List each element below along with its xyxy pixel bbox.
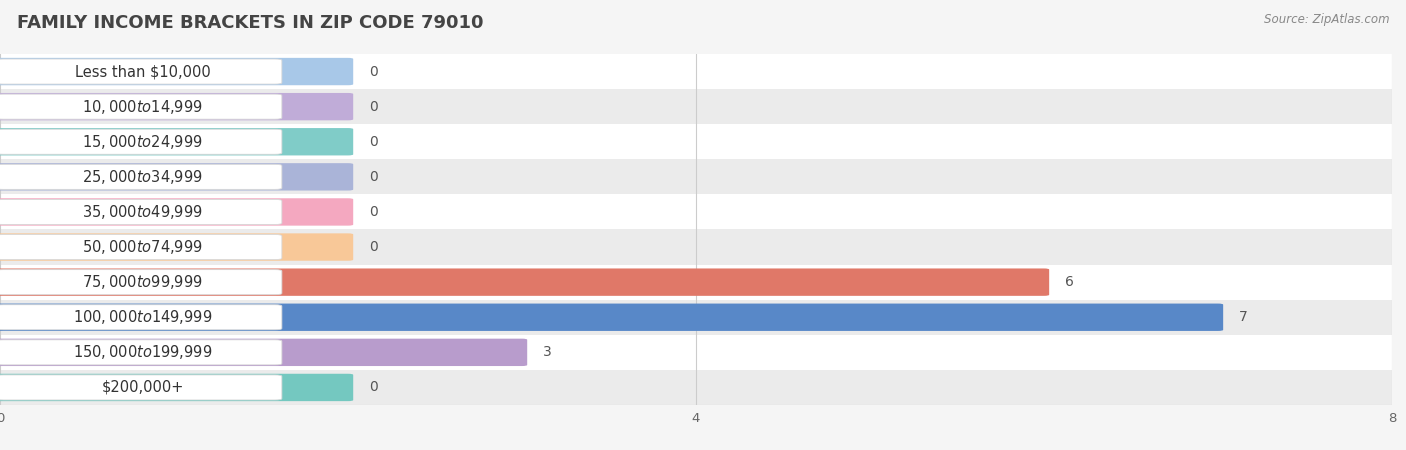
FancyBboxPatch shape bbox=[0, 370, 1392, 405]
FancyBboxPatch shape bbox=[0, 270, 281, 295]
Text: $50,000 to $74,999: $50,000 to $74,999 bbox=[83, 238, 202, 256]
FancyBboxPatch shape bbox=[0, 335, 1392, 370]
Text: $150,000 to $199,999: $150,000 to $199,999 bbox=[73, 343, 212, 361]
Text: 0: 0 bbox=[368, 64, 378, 79]
FancyBboxPatch shape bbox=[0, 339, 527, 366]
FancyBboxPatch shape bbox=[0, 304, 1223, 331]
Text: FAMILY INCOME BRACKETS IN ZIP CODE 79010: FAMILY INCOME BRACKETS IN ZIP CODE 79010 bbox=[17, 14, 484, 32]
FancyBboxPatch shape bbox=[0, 59, 281, 84]
FancyBboxPatch shape bbox=[0, 198, 353, 225]
FancyBboxPatch shape bbox=[0, 89, 1392, 124]
FancyBboxPatch shape bbox=[0, 265, 1392, 300]
Text: $15,000 to $24,999: $15,000 to $24,999 bbox=[83, 133, 202, 151]
FancyBboxPatch shape bbox=[0, 269, 1049, 296]
FancyBboxPatch shape bbox=[0, 374, 353, 401]
Text: 0: 0 bbox=[368, 99, 378, 114]
Text: $10,000 to $14,999: $10,000 to $14,999 bbox=[83, 98, 202, 116]
FancyBboxPatch shape bbox=[0, 93, 353, 120]
FancyBboxPatch shape bbox=[0, 230, 1392, 265]
FancyBboxPatch shape bbox=[0, 194, 1392, 230]
FancyBboxPatch shape bbox=[0, 58, 353, 85]
FancyBboxPatch shape bbox=[0, 340, 281, 365]
Text: 6: 6 bbox=[1064, 275, 1074, 289]
Text: $35,000 to $49,999: $35,000 to $49,999 bbox=[83, 203, 202, 221]
Text: 0: 0 bbox=[368, 205, 378, 219]
Text: Source: ZipAtlas.com: Source: ZipAtlas.com bbox=[1264, 14, 1389, 27]
Text: $200,000+: $200,000+ bbox=[101, 380, 184, 395]
FancyBboxPatch shape bbox=[0, 375, 281, 400]
Text: 0: 0 bbox=[368, 380, 378, 395]
Text: Less than $10,000: Less than $10,000 bbox=[75, 64, 211, 79]
FancyBboxPatch shape bbox=[0, 128, 353, 155]
Text: $75,000 to $99,999: $75,000 to $99,999 bbox=[83, 273, 202, 291]
FancyBboxPatch shape bbox=[0, 234, 353, 261]
FancyBboxPatch shape bbox=[0, 94, 281, 119]
Text: 0: 0 bbox=[368, 170, 378, 184]
FancyBboxPatch shape bbox=[0, 54, 1392, 89]
Text: 3: 3 bbox=[543, 345, 551, 360]
Text: $100,000 to $149,999: $100,000 to $149,999 bbox=[73, 308, 212, 326]
FancyBboxPatch shape bbox=[0, 159, 1392, 194]
FancyBboxPatch shape bbox=[0, 163, 353, 190]
FancyBboxPatch shape bbox=[0, 124, 1392, 159]
FancyBboxPatch shape bbox=[0, 199, 281, 225]
FancyBboxPatch shape bbox=[0, 129, 281, 154]
Text: 0: 0 bbox=[368, 135, 378, 149]
FancyBboxPatch shape bbox=[0, 234, 281, 260]
Text: $25,000 to $34,999: $25,000 to $34,999 bbox=[83, 168, 202, 186]
FancyBboxPatch shape bbox=[0, 300, 1392, 335]
FancyBboxPatch shape bbox=[0, 305, 281, 330]
Text: 0: 0 bbox=[368, 240, 378, 254]
FancyBboxPatch shape bbox=[0, 164, 281, 189]
Text: 7: 7 bbox=[1239, 310, 1247, 324]
